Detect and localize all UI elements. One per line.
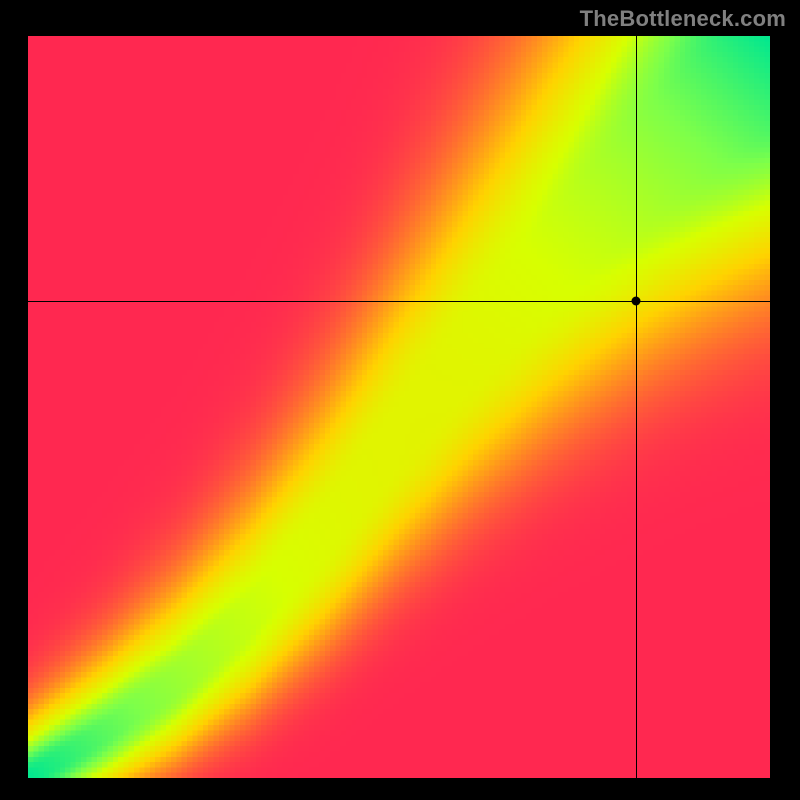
crosshair-vertical bbox=[636, 36, 637, 778]
watermark-text: TheBottleneck.com bbox=[580, 6, 786, 32]
crosshair-point bbox=[632, 296, 641, 305]
heatmap-canvas bbox=[28, 36, 770, 778]
crosshair-horizontal bbox=[28, 301, 770, 302]
heatmap-plot bbox=[28, 36, 770, 778]
